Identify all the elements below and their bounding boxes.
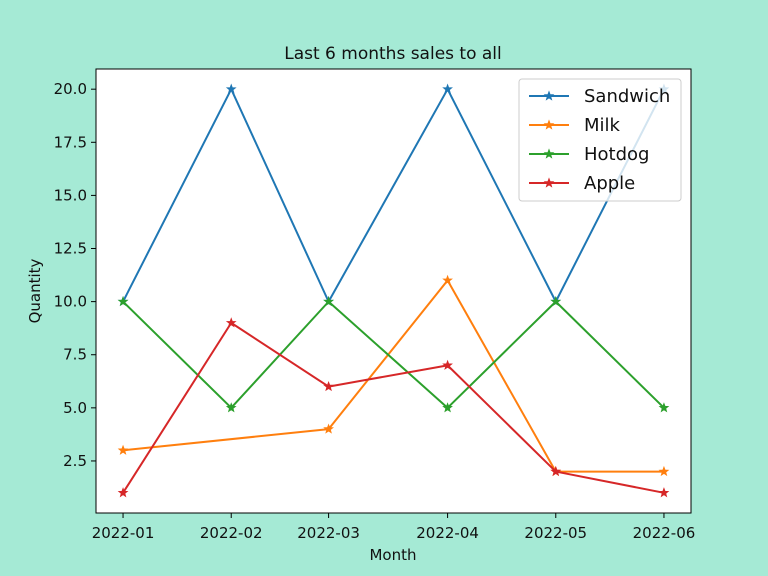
y-tick-label: 7.5 xyxy=(63,346,87,364)
data-point xyxy=(442,83,453,94)
data-point xyxy=(323,423,334,434)
data-point xyxy=(442,274,453,285)
x-tick-label: 2022-04 xyxy=(416,524,479,542)
y-axis: 2.5 5.0 7.5 10.0 12.5 15.0 17.5 20.0 xyxy=(54,80,96,470)
data-point xyxy=(658,487,670,498)
series-line-sandwich xyxy=(122,88,665,303)
chart-title: Last 6 months sales to all xyxy=(284,44,502,64)
y-tick-label: 10.0 xyxy=(54,293,87,311)
x-tick-label: 2022-05 xyxy=(524,524,587,542)
legend-marker xyxy=(543,119,555,130)
data-point xyxy=(323,295,334,307)
series-line-apple xyxy=(122,321,665,494)
legend: Sandwich Milk Hotdog Apple xyxy=(518,78,682,202)
legend-label: Milk xyxy=(584,115,621,136)
y-tick-label: 2.5 xyxy=(63,452,87,470)
y-tick-label: 20.0 xyxy=(54,80,87,98)
data-point xyxy=(117,487,129,498)
data-point xyxy=(323,380,334,392)
y-tick-label: 5.0 xyxy=(63,399,87,417)
x-tick-label: 2022-03 xyxy=(297,524,360,542)
x-axis-label: Month xyxy=(369,546,416,564)
data-point xyxy=(658,465,670,477)
data-point xyxy=(117,295,129,307)
data-point xyxy=(442,359,453,370)
series-layer xyxy=(117,83,670,498)
y-tick-label: 17.5 xyxy=(54,133,87,151)
data-point xyxy=(117,444,129,455)
legend-marker xyxy=(543,148,555,159)
legend-label: Sandwich xyxy=(584,86,670,107)
y-tick-label: 12.5 xyxy=(54,240,87,258)
data-point xyxy=(550,295,562,307)
y-axis-label: Quantity xyxy=(26,258,44,323)
legend-box xyxy=(518,78,682,202)
series-line-hotdog xyxy=(122,300,665,409)
x-tick-label: 2022-06 xyxy=(633,524,696,542)
x-tick-label: 2022-02 xyxy=(200,524,263,542)
x-axis: 2022-01 2022-02 2022-03 2022-04 2022-05 2022-… xyxy=(92,513,696,542)
data-point xyxy=(442,402,453,413)
legend-marker xyxy=(543,90,555,101)
legend-label: Apple xyxy=(584,173,635,194)
x-tick-label: 2022-01 xyxy=(92,524,155,542)
data-point xyxy=(225,317,237,328)
series-apple xyxy=(117,317,670,498)
series-hotdog xyxy=(117,295,670,413)
y-tick-label: 15.0 xyxy=(54,186,87,204)
legend-label: Hotdog xyxy=(584,144,649,165)
data-point xyxy=(225,83,237,94)
data-point xyxy=(550,465,562,477)
legend-marker xyxy=(543,177,555,188)
data-point xyxy=(225,402,237,413)
data-point xyxy=(658,402,670,413)
